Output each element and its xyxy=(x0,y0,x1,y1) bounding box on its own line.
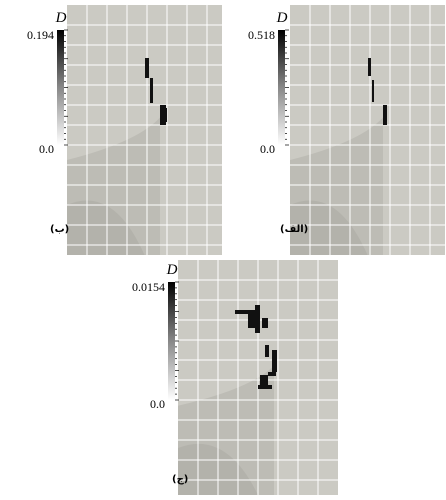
panel: D0.194 0.0 (ب) xyxy=(27,5,222,255)
colorbar xyxy=(168,282,175,400)
colorbar xyxy=(57,30,64,145)
crack xyxy=(255,305,260,333)
crack xyxy=(272,350,277,372)
colorbar-title: D xyxy=(55,10,67,26)
colorbar xyxy=(278,30,285,145)
panel: D0.0154 0.0 (ج) xyxy=(132,260,338,495)
colorbar-min: 0.0 xyxy=(39,142,54,156)
crack xyxy=(145,58,149,78)
crack xyxy=(372,80,374,102)
shade xyxy=(290,200,368,255)
crack xyxy=(260,375,268,387)
crack xyxy=(164,108,167,122)
crack xyxy=(265,345,269,357)
panel-label: (الف) xyxy=(280,224,308,235)
crack xyxy=(383,105,387,125)
crack xyxy=(160,105,166,125)
colorbar-title: D xyxy=(166,262,178,278)
crack xyxy=(268,372,276,376)
crack xyxy=(150,78,153,103)
crack xyxy=(262,318,268,328)
crack xyxy=(368,58,371,76)
panel: D0.518 0.0 (الف) xyxy=(248,5,445,255)
colorbar-max: 0.518 xyxy=(248,28,275,42)
colorbar-max: 0.194 xyxy=(27,28,54,42)
colorbar-min: 0.0 xyxy=(150,397,165,411)
panel-label: (ب) xyxy=(50,224,69,235)
crack xyxy=(258,385,272,389)
shade xyxy=(67,200,145,255)
colorbar-max: 0.0154 xyxy=(132,280,165,294)
colorbar-title: D xyxy=(276,10,288,26)
panel-label: (ج) xyxy=(172,474,188,485)
colorbar-min: 0.0 xyxy=(260,142,275,156)
crack xyxy=(235,310,260,314)
